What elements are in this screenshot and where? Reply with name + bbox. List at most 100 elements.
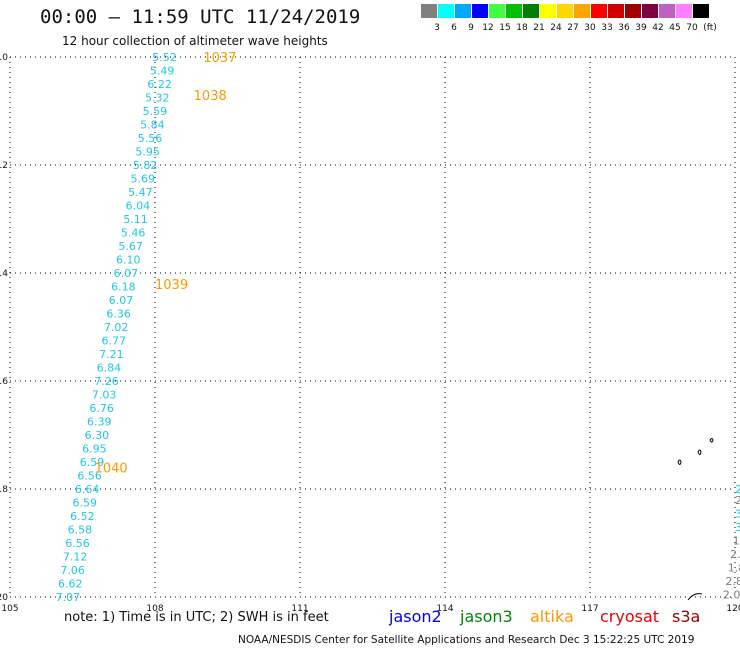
lon-tick-label: 105 bbox=[1, 604, 18, 614]
island-outline bbox=[677, 459, 682, 465]
scale-label: 30 bbox=[584, 23, 596, 33]
scale-swatch bbox=[540, 4, 556, 18]
satellite-legend-jason2: jason2 bbox=[389, 607, 442, 626]
footer-note: note: 1) Time is in UTC; 2) SWH is in fe… bbox=[64, 610, 329, 625]
wave-height-value: 6.07 bbox=[114, 267, 139, 280]
wave-height-value: 5.84 bbox=[140, 119, 165, 132]
satellite-legend-altika: altika bbox=[530, 607, 574, 626]
scale-swatch bbox=[608, 4, 624, 18]
satellite-legend-s3a: s3a bbox=[672, 607, 701, 626]
scale-swatch bbox=[676, 4, 692, 18]
lat-tick-label: -20 bbox=[0, 593, 8, 603]
wave-height-value: 6.39 bbox=[87, 416, 112, 429]
edge-value: 1. bbox=[733, 534, 740, 547]
scale-label: 6 bbox=[451, 23, 457, 33]
wave-height-value: 6.77 bbox=[102, 335, 127, 348]
lon-tick-label: 108 bbox=[146, 604, 163, 614]
wave-height-value: 5.32 bbox=[145, 92, 170, 105]
scale-label: 70 bbox=[686, 23, 698, 33]
wave-height-value: 6.56 bbox=[65, 537, 90, 550]
wave-height-value: 6.52 bbox=[70, 510, 95, 523]
wave-height-value: 6.76 bbox=[89, 402, 114, 415]
scale-label: 21 bbox=[533, 23, 545, 33]
wave-height-value: 6.18 bbox=[111, 281, 136, 294]
wave-height-value: 5.95 bbox=[135, 146, 160, 159]
time-label: 1038 bbox=[194, 89, 227, 104]
scale-swatch bbox=[455, 4, 471, 18]
edge-value: 3 bbox=[735, 507, 740, 520]
wave-height-value: 5.47 bbox=[128, 186, 153, 199]
wave-height-value: 6.59 bbox=[80, 456, 105, 469]
edge-value: 2.0 bbox=[730, 548, 740, 561]
time-label: 1040 bbox=[95, 461, 128, 476]
scale-label: 24 bbox=[550, 23, 562, 33]
wave-height-value: 6.36 bbox=[106, 308, 131, 321]
lat-tick-label: -18 bbox=[0, 485, 8, 495]
lon-tick-label: 120 bbox=[726, 604, 740, 614]
scale-swatch bbox=[557, 4, 573, 18]
wave-height-value: 5.59 bbox=[143, 105, 168, 118]
scale-label: 42 bbox=[652, 23, 664, 33]
scale-label: 15 bbox=[499, 23, 511, 33]
lon-tick-label: 117 bbox=[581, 604, 598, 614]
wave-height-value: 6.10 bbox=[116, 254, 141, 267]
wave-height-value: 6.56 bbox=[77, 470, 102, 483]
wave-height-value: 6.62 bbox=[58, 578, 83, 591]
wave-height-value: 5.52 bbox=[152, 51, 177, 64]
wave-height-value: 5.46 bbox=[121, 227, 146, 240]
scale-swatch bbox=[506, 4, 522, 18]
wave-height-value: 7.12 bbox=[63, 551, 88, 564]
wave-height-value: 6.64 bbox=[75, 483, 100, 496]
satellite-legend-jason3: jason3 bbox=[460, 607, 513, 626]
wave-height-value: 5.49 bbox=[150, 65, 175, 78]
scale-swatch bbox=[659, 4, 675, 18]
scale-label: 33 bbox=[601, 23, 613, 33]
satellite-legend-cryosat: cryosat bbox=[600, 607, 660, 626]
scale-label: 27 bbox=[567, 23, 579, 33]
scale-swatch bbox=[438, 4, 454, 18]
wave-height-value: 5.11 bbox=[123, 213, 148, 226]
scale-swatch bbox=[574, 4, 590, 18]
wave-height-value: 7.26 bbox=[94, 375, 119, 388]
scale-label: 39 bbox=[635, 23, 647, 33]
scale-label: 18 bbox=[516, 23, 528, 33]
wave-height-value: 5.67 bbox=[118, 240, 143, 253]
wave-height-value: 5.82 bbox=[133, 159, 158, 172]
time-label: 1039 bbox=[155, 278, 188, 293]
wave-height-value: 6.58 bbox=[68, 524, 93, 537]
island-outline bbox=[697, 449, 702, 455]
edge-value: 1.8 bbox=[728, 561, 740, 574]
scale-swatch bbox=[591, 4, 607, 18]
scale-swatch bbox=[489, 4, 505, 18]
wave-height-value: 7.21 bbox=[99, 348, 124, 361]
wave-height-value: 7.02 bbox=[104, 321, 129, 334]
wave-height-value: 7.07 bbox=[56, 591, 81, 604]
scale-swatch bbox=[642, 4, 658, 18]
map-subtitle: 12 hour collection of altimeter wave hei… bbox=[62, 34, 328, 48]
scale-swatch bbox=[523, 4, 539, 18]
scale-swatch bbox=[472, 4, 488, 18]
coastline bbox=[687, 593, 703, 601]
wave-height-value: 6.07 bbox=[109, 294, 134, 307]
wave-height-value: 5.56 bbox=[138, 132, 163, 145]
wave-height-value: 6.84 bbox=[97, 362, 122, 375]
wave-height-value: 7.03 bbox=[92, 389, 117, 402]
scale-label: 3 bbox=[434, 23, 440, 33]
wave-height-value: 6.22 bbox=[147, 78, 172, 91]
scale-label: 45 bbox=[669, 23, 681, 33]
edge-value: 2.87 bbox=[725, 575, 740, 588]
time-label: 1037 bbox=[203, 51, 236, 66]
lon-tick-label: 114 bbox=[436, 604, 453, 614]
lat-tick-label: -10 bbox=[0, 53, 8, 63]
edge-value: 3. bbox=[735, 521, 740, 534]
lat-tick-label: -12 bbox=[0, 161, 8, 171]
lat-tick-label: -14 bbox=[0, 269, 8, 279]
edge-value: 2.06 bbox=[723, 588, 740, 601]
edge-value: 2 bbox=[735, 494, 740, 507]
lon-tick-label: 111 bbox=[291, 604, 308, 614]
wave-height-value: 7.06 bbox=[60, 564, 85, 577]
wave-height-value: 5.69 bbox=[131, 173, 156, 186]
scale-swatch bbox=[693, 4, 709, 18]
footer-credit: NOAA/NESDIS Center for Satellite Applica… bbox=[238, 634, 695, 646]
